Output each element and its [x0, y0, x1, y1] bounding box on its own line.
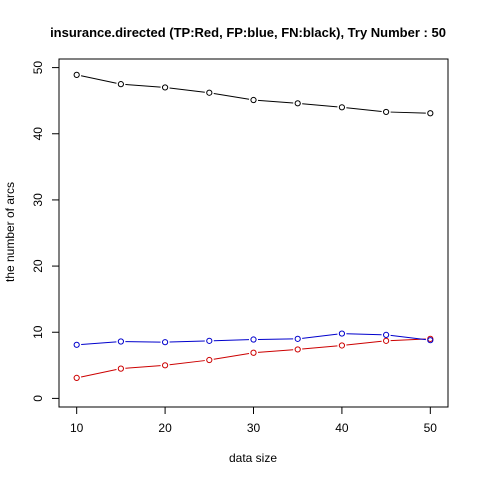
x-tick-label: 40 [335, 421, 349, 435]
series-fp [73, 330, 434, 348]
y-tick-label: 10 [31, 325, 45, 339]
data-point [73, 374, 80, 381]
series-layer [73, 71, 434, 381]
data-point [161, 339, 169, 346]
series-line-segment [302, 333, 338, 339]
data-point [294, 346, 301, 353]
series-line-segment [125, 365, 161, 369]
series-line-segment [302, 103, 338, 108]
data-point [250, 96, 257, 104]
series-line-segment [169, 87, 205, 93]
x-tick-label: 20 [158, 421, 172, 435]
series-line-segment [302, 345, 338, 350]
data-point [383, 331, 390, 338]
data-point [250, 336, 257, 343]
series-line-segment [80, 369, 117, 378]
series-line-segment [257, 99, 294, 104]
data-point [427, 337, 434, 344]
data-point [206, 337, 213, 344]
series-line-segment [390, 111, 426, 114]
y-axis-label: the number of arcs [3, 182, 17, 282]
series-line-segment [169, 360, 205, 366]
series-line-segment [257, 349, 294, 353]
y-axis: 0 10 20 30 40 50 [31, 61, 60, 402]
y-tick-label: 40 [31, 127, 45, 141]
data-point [294, 335, 301, 342]
y-tick-label: 0 [31, 395, 45, 402]
series-line-segment [81, 341, 117, 345]
series-line-segment [213, 339, 250, 342]
x-axis-label: data size [229, 451, 277, 465]
data-point [338, 342, 346, 349]
chart-title: insurance.directed (TP:Red, FP:blue, FN:… [50, 25, 446, 40]
data-point [206, 356, 213, 364]
data-point [383, 108, 390, 116]
series-line-segment [125, 83, 161, 88]
y-tick-label: 50 [31, 61, 45, 75]
data-point [161, 84, 169, 91]
series-line-segment [80, 75, 117, 84]
data-point [294, 100, 301, 107]
data-point [117, 338, 124, 345]
data-point [206, 89, 213, 96]
y-tick-label: 30 [31, 193, 45, 207]
plot-frame [58, 58, 449, 408]
series-line-segment [213, 352, 250, 360]
series-line-segment [257, 338, 294, 340]
data-point [117, 365, 124, 372]
series-line-segment [346, 333, 382, 336]
data-point [427, 110, 434, 117]
series-tp [73, 335, 434, 381]
x-tick-label: 30 [247, 421, 261, 435]
y-tick-label: 20 [31, 259, 45, 273]
x-axis: 10 20 30 40 50 [70, 406, 438, 435]
data-point [73, 71, 80, 78]
data-point [250, 349, 257, 356]
data-point [338, 104, 346, 111]
data-point [161, 362, 169, 369]
series-line-segment [346, 107, 382, 112]
data-point [73, 341, 80, 348]
data-point [338, 330, 346, 337]
data-point [383, 337, 390, 344]
series-line-segment [390, 334, 426, 341]
series-fn [73, 71, 434, 117]
series-line-segment [346, 340, 382, 346]
x-tick-label: 10 [70, 421, 84, 435]
x-tick-label: 50 [424, 421, 438, 435]
series-line-segment [125, 341, 161, 343]
series-line-segment [169, 340, 205, 343]
series-line-segment [213, 92, 250, 100]
data-point [117, 81, 124, 88]
